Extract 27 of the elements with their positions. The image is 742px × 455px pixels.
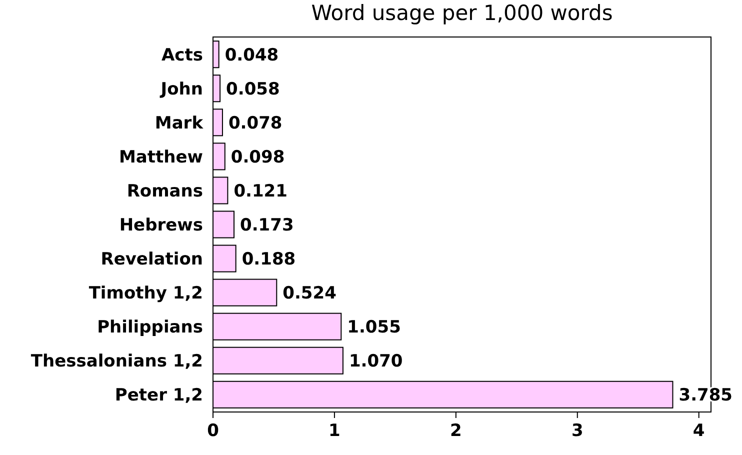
data-label: 0.173 <box>240 215 294 236</box>
y-tick-label: Peter 1,2 <box>114 386 203 406</box>
x-tick-label: 3 <box>571 421 584 441</box>
data-label: 0.188 <box>242 249 296 270</box>
x-tick-label: 2 <box>450 421 462 441</box>
data-label: 0.524 <box>282 284 337 304</box>
y-tick-label: Romans <box>126 181 203 202</box>
x-tick-label: 0 <box>207 421 220 441</box>
data-label: 1.070 <box>348 352 403 372</box>
data-label: 0.058 <box>226 79 280 100</box>
y-tick-label: John <box>160 79 203 100</box>
data-label: 0.048 <box>224 45 279 66</box>
y-tick-label: Revelation <box>100 249 203 270</box>
y-tick-label: Mark <box>154 113 204 134</box>
y-tick-label: Timothy 1,2 <box>88 284 203 304</box>
y-tick-label: Matthew <box>119 147 204 168</box>
data-label: 0.078 <box>228 113 282 134</box>
data-label: 0.121 <box>234 181 288 202</box>
x-tick-label: 1 <box>328 421 340 441</box>
y-tick-label: Philippians <box>97 318 203 338</box>
y-tick-label: Hebrews <box>119 215 203 236</box>
x-tick-label: 4 <box>692 421 705 441</box>
chart-title: Word usage per 1,000 words <box>311 1 613 25</box>
y-tick-label: Acts <box>162 45 203 66</box>
data-label: 1.055 <box>347 318 401 338</box>
y-tick-label: Thessalonians 1,2 <box>30 352 203 372</box>
data-label: 0.098 <box>230 147 285 168</box>
